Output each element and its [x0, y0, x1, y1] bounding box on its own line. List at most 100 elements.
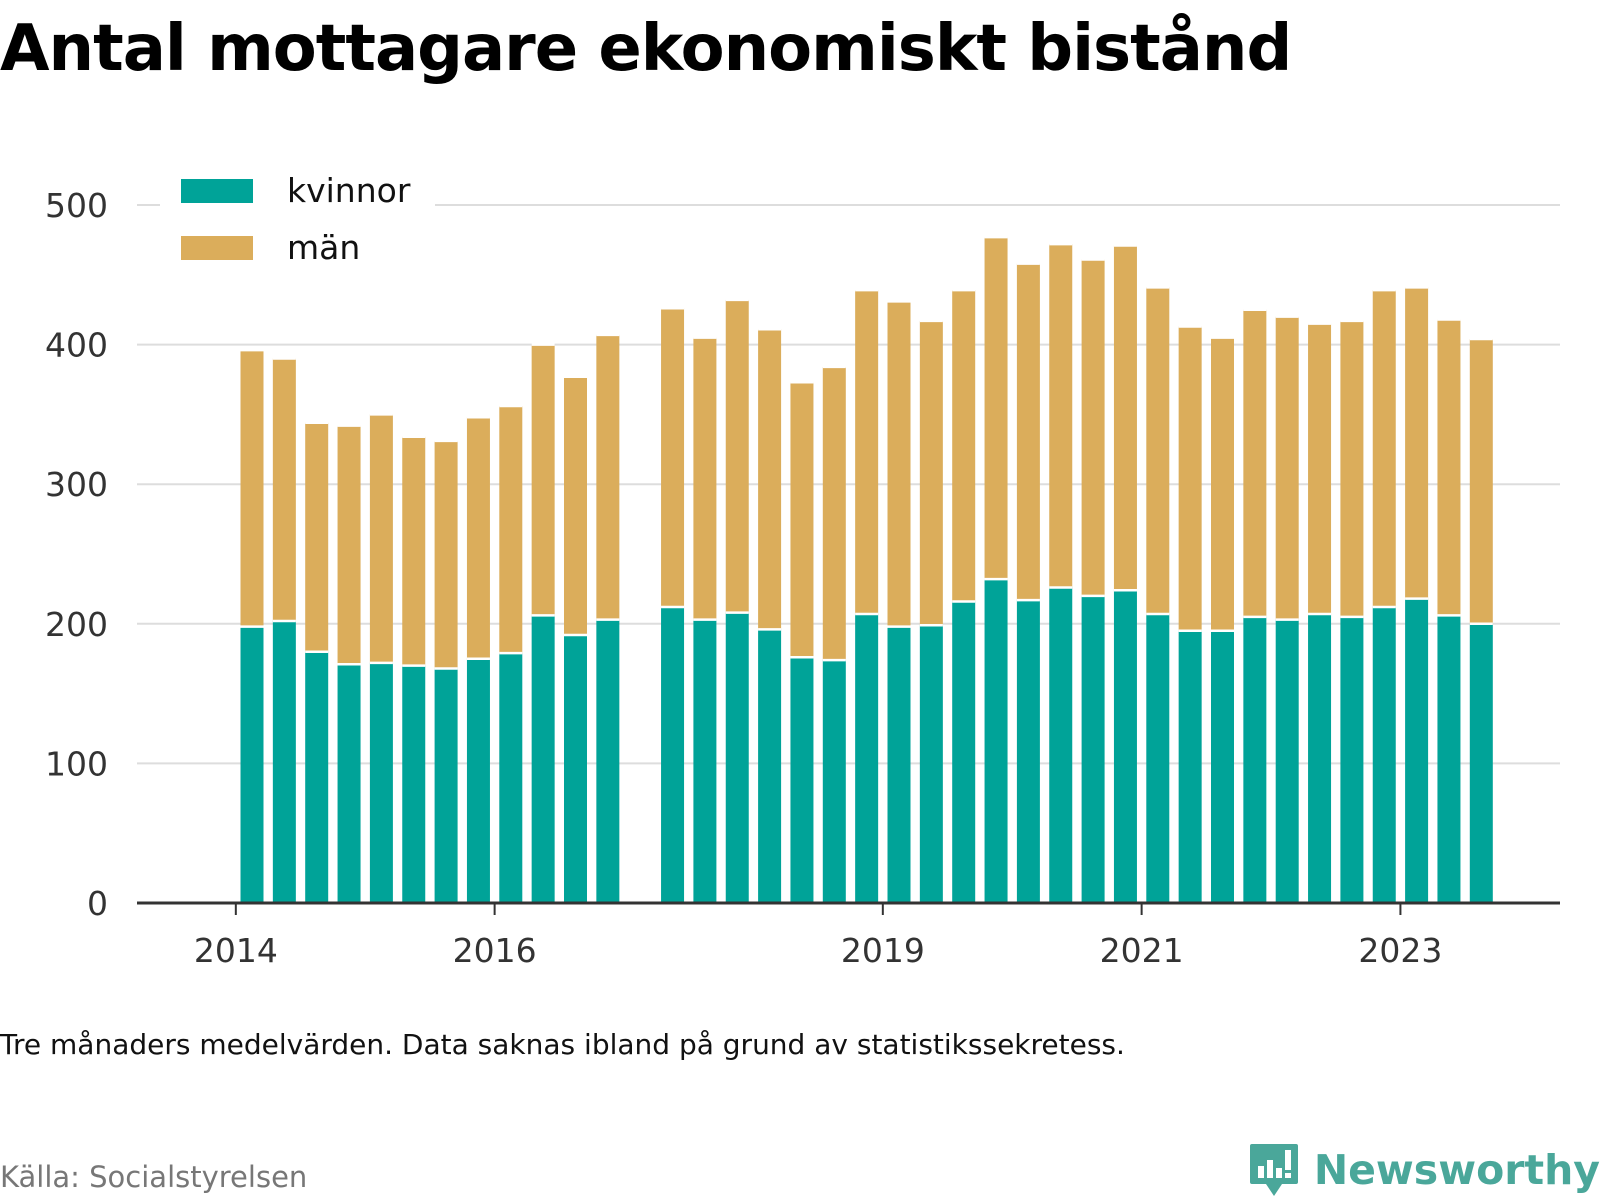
bar-man	[1405, 287, 1429, 599]
bar-man	[1049, 244, 1073, 588]
bar-man	[369, 414, 393, 663]
bar-kvinnor	[596, 619, 620, 903]
x-tick-label: 2021	[1100, 931, 1184, 970]
bar-man	[499, 406, 523, 654]
y-axis-ticks: 0 100 200 300 400 500	[45, 186, 108, 923]
brand-name: Newsworthy	[1313, 1146, 1600, 1194]
bar-man	[693, 337, 717, 620]
footnote: Tre månaders medelvärden. Data saknas ib…	[0, 1028, 1125, 1061]
x-tick-label: 2016	[453, 931, 537, 970]
bar-man	[1081, 259, 1105, 596]
bar-man	[952, 290, 976, 602]
bar-man	[434, 440, 458, 669]
bar-kvinnor	[1372, 607, 1396, 903]
bar-man	[855, 290, 879, 615]
bar-kvinnor	[272, 621, 296, 903]
y-tick-label: 200	[45, 605, 108, 644]
newsworthy-logo-icon	[1249, 1144, 1298, 1196]
bar-man	[1016, 263, 1040, 601]
x-axis-ticks: 2014 2016 2019 2021 2023	[194, 903, 1442, 970]
bar-man	[240, 350, 264, 627]
bar-kvinnor	[1405, 598, 1429, 903]
bar-man	[596, 334, 620, 620]
bar-kvinnor	[1081, 595, 1105, 903]
y-tick-label: 400	[45, 326, 108, 365]
bars	[240, 235, 1493, 903]
bar-kvinnor	[369, 662, 393, 903]
bar-man	[564, 376, 587, 635]
bar-kvinnor	[1243, 616, 1267, 903]
x-tick-label: 2023	[1358, 931, 1442, 970]
bar-man	[790, 382, 814, 658]
bar-kvinnor	[855, 614, 879, 903]
bar-kvinnor	[337, 664, 361, 903]
bar-kvinnor	[1211, 630, 1234, 903]
y-tick-label: 500	[45, 186, 108, 225]
bar-man	[1275, 316, 1299, 620]
legend-swatch	[181, 179, 253, 203]
bar-kvinnor	[240, 626, 264, 903]
bar-man	[822, 366, 846, 661]
bar-kvinnor	[499, 653, 523, 903]
legend-label: kvinnor	[287, 171, 411, 210]
bar-kvinnor	[305, 651, 329, 903]
bar-man	[1372, 290, 1396, 608]
legend-label: män	[287, 228, 360, 267]
bar-kvinnor	[661, 607, 685, 903]
bar-man	[984, 237, 1008, 580]
x-tick-label: 2014	[194, 931, 278, 970]
bar-kvinnor	[919, 625, 943, 903]
source-label: Källa: Socialstyrelsen	[0, 1160, 308, 1194]
bar-man	[758, 329, 782, 630]
legend: kvinnor män	[160, 166, 435, 284]
bar-kvinnor	[402, 665, 426, 903]
bar-kvinnor	[531, 615, 555, 903]
bar-man	[1437, 319, 1461, 616]
legend-swatch	[181, 236, 253, 260]
bar-kvinnor	[790, 657, 814, 903]
bar-man	[1178, 326, 1202, 631]
bar-man	[337, 425, 361, 665]
bar-kvinnor	[1437, 615, 1461, 903]
bar-kvinnor	[758, 629, 782, 903]
bar-kvinnor	[1340, 616, 1364, 903]
bar-man	[919, 320, 943, 626]
newsworthy-brand[interactable]: Newsworthy	[1248, 1142, 1600, 1198]
y-tick-label: 300	[45, 465, 108, 504]
bar-man	[402, 436, 426, 666]
bar-kvinnor	[1016, 600, 1040, 903]
bar-kvinnor	[1308, 614, 1332, 903]
bar-kvinnor	[1178, 630, 1202, 903]
bar-kvinnor	[1049, 587, 1073, 903]
x-tick-label: 2019	[841, 931, 925, 970]
bar-man	[661, 308, 685, 608]
bar-kvinnor	[1146, 614, 1170, 903]
stacked-bar-chart: 0 100 200 300 400 500 2014 2016 2019 2021 2023 kv…	[45, 166, 1560, 970]
bar-kvinnor	[1113, 590, 1137, 903]
y-tick-label: 100	[45, 744, 108, 783]
bar-man	[1211, 337, 1234, 631]
bar-kvinnor	[434, 668, 458, 903]
bar-kvinnor	[1469, 623, 1493, 903]
bar-kvinnor	[952, 601, 976, 903]
bar-kvinnor	[984, 579, 1008, 903]
bar-kvinnor	[822, 660, 846, 903]
bar-man	[1146, 287, 1170, 615]
bar-man	[531, 344, 555, 616]
chart-title: Antal mottagare ekonomiskt bistånd	[0, 12, 1292, 86]
bar-man	[1243, 309, 1267, 617]
bar-kvinnor	[1275, 619, 1299, 903]
bar-kvinnor	[887, 626, 911, 903]
bar-kvinnor	[725, 612, 749, 903]
bar-man	[305, 422, 329, 652]
bar-man	[1340, 320, 1364, 617]
bar-man	[725, 299, 749, 613]
bar-man	[466, 417, 490, 659]
bar-kvinnor	[466, 658, 490, 903]
y-tick-label: 0	[87, 884, 108, 923]
bar-kvinnor	[693, 619, 717, 903]
bar-man	[1308, 323, 1332, 615]
bar-man	[1469, 339, 1493, 624]
bar-man	[887, 301, 911, 627]
bar-kvinnor	[564, 634, 587, 903]
